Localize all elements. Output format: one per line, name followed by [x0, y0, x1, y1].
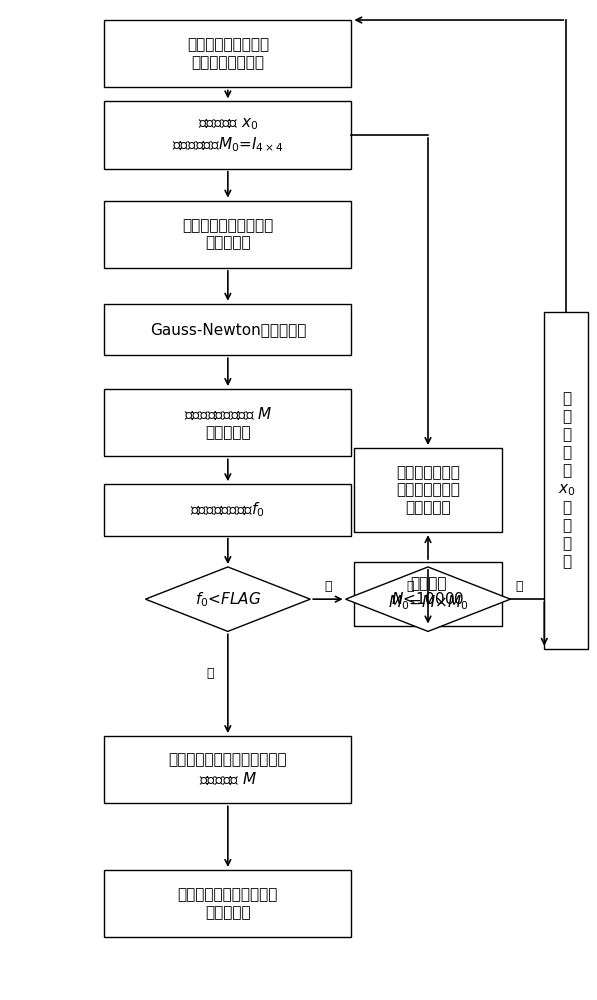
Polygon shape — [146, 567, 310, 631]
FancyBboxPatch shape — [104, 20, 352, 87]
Text: 调姿机身段初始位置到目标位
置变换矩阵 $M$: 调姿机身段初始位置到目标位 置变换矩阵 $M$ — [168, 753, 287, 787]
FancyBboxPatch shape — [104, 304, 352, 355]
FancyBboxPatch shape — [104, 736, 352, 803]
Polygon shape — [346, 567, 510, 631]
FancyBboxPatch shape — [355, 448, 501, 532]
Text: $N$<10000: $N$<10000 — [391, 591, 465, 607]
Text: 输入机身端面基准点
及导轨基准点坐标: 输入机身端面基准点 及导轨基准点坐标 — [187, 38, 269, 70]
Text: 否: 否 — [515, 580, 523, 593]
Text: 计算模型的六个非线性
方程组表示: 计算模型的六个非线性 方程组表示 — [182, 218, 273, 250]
Text: 变换矩阵
$M_0$=$M$×$M_0$: 变换矩阵 $M_0$=$M$×$M_0$ — [388, 576, 468, 612]
Text: 给定初始值 $x_0$
初始变换矩阵$M_0$=$I_{4\times4}$: 给定初始值 $x_0$ 初始变换矩阵$M_0$=$I_{4\times4}$ — [172, 116, 284, 154]
FancyBboxPatch shape — [544, 312, 589, 649]
Text: 经矩阵变换后调姿机身段
基准点坐标: 经矩阵变换后调姿机身段 基准点坐标 — [178, 887, 278, 920]
Text: 是: 是 — [407, 580, 414, 593]
Text: 经矩阵变换后调
姿机身中间位置
基准点坐标: 经矩阵变换后调 姿机身中间位置 基准点坐标 — [396, 465, 460, 515]
FancyBboxPatch shape — [104, 870, 352, 937]
FancyBboxPatch shape — [104, 201, 352, 268]
FancyBboxPatch shape — [104, 484, 352, 536]
FancyBboxPatch shape — [104, 101, 352, 169]
Text: $f_0$<$FLAG$: $f_0$<$FLAG$ — [195, 590, 261, 609]
FancyBboxPatch shape — [104, 389, 352, 456]
Text: 调姿机身段变换矩阵 $M$
基准点坐标: 调姿机身段变换矩阵 $M$ 基准点坐标 — [183, 406, 272, 440]
Text: 否: 否 — [324, 580, 332, 593]
Text: 改
变
初
始
值
$x_0$
重
新
计
算: 改 变 初 始 值 $x_0$ 重 新 计 算 — [558, 391, 575, 570]
Text: Gauss-Newton法数值求解: Gauss-Newton法数值求解 — [150, 322, 306, 337]
FancyBboxPatch shape — [355, 562, 501, 626]
Text: 机身匹配程度计算$f_0$: 机身匹配程度计算$f_0$ — [190, 501, 265, 519]
Text: 是: 是 — [207, 667, 214, 680]
